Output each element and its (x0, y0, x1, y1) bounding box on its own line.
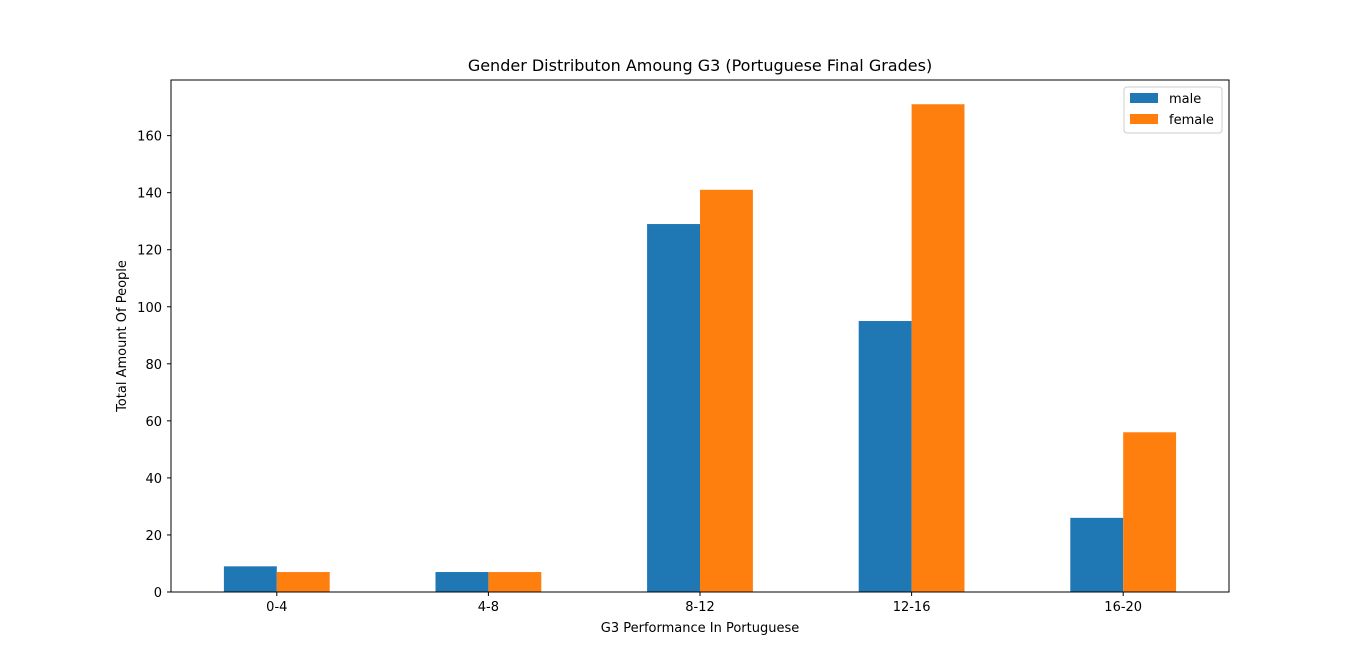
y-tick-label: 20 (145, 529, 162, 544)
y-tick-label: 60 (145, 415, 162, 430)
bar-female-8-12 (700, 189, 753, 592)
legend: male female (1123, 86, 1223, 134)
y-axis: 0 20 40 60 80 100 120 140 160 (137, 130, 171, 601)
x-tick-label: 0-4 (266, 600, 287, 615)
legend-swatch-male (1130, 93, 1158, 103)
bar-female-0-4 (276, 572, 330, 592)
x-tick-label: 12-16 (893, 600, 931, 615)
x-tick-label: 16-20 (1104, 600, 1142, 615)
bar-male-8-12 (647, 224, 700, 593)
y-axis-label: Total Amount Of People (115, 260, 130, 413)
x-tick-label: 8-12 (685, 600, 715, 615)
y-tick-label: 160 (137, 130, 162, 145)
bars-group (223, 104, 1177, 593)
legend-label-female: female (1169, 113, 1214, 128)
bar-male-0-4 (223, 566, 277, 592)
y-tick-label: 0 (154, 586, 162, 601)
bar-male-12-16 (858, 321, 912, 592)
y-tick-label: 100 (137, 301, 162, 316)
legend-label-male: male (1169, 92, 1201, 107)
x-axis-label: G3 Performance In Portuguese (601, 621, 799, 636)
bar-male-16-20 (1070, 517, 1124, 592)
x-tick-label: 4-8 (478, 600, 499, 615)
y-tick-label: 40 (145, 472, 162, 487)
y-tick-label: 120 (137, 244, 162, 259)
bar-male-4-8 (435, 572, 489, 592)
bar-female-4-8 (488, 572, 542, 592)
chart-title: Gender Distributon Amoung G3 (Portuguese… (468, 56, 932, 75)
bar-female-12-16 (911, 104, 965, 593)
y-tick-label: 80 (145, 358, 162, 373)
x-axis: 0-4 4-8 8-12 12-16 16-20 (266, 592, 1142, 615)
legend-swatch-female (1130, 114, 1158, 124)
bar-female-16-20 (1123, 432, 1177, 592)
y-tick-label: 140 (137, 187, 162, 202)
